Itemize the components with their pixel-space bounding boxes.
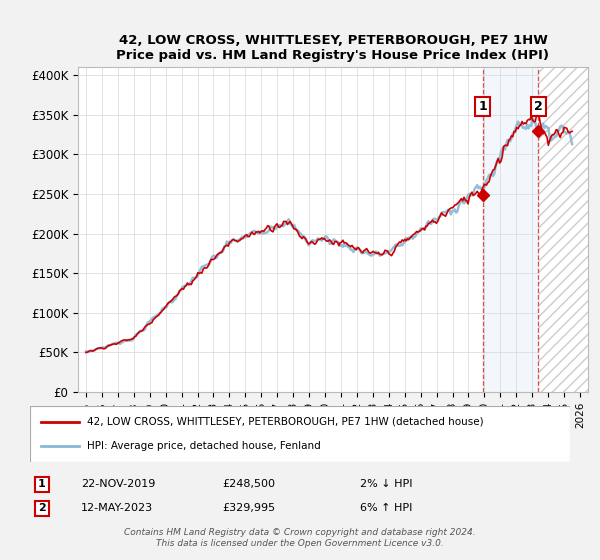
Bar [538, 67, 588, 392]
Text: Contains HM Land Registry data © Crown copyright and database right 2024.
This d: Contains HM Land Registry data © Crown c… [124, 528, 476, 548]
Text: 42, LOW CROSS, WHITTLESEY, PETERBOROUGH, PE7 1HW (detached house): 42, LOW CROSS, WHITTLESEY, PETERBOROUGH,… [86, 417, 484, 427]
Text: 12-MAY-2023: 12-MAY-2023 [81, 503, 153, 514]
Text: 2: 2 [534, 100, 542, 113]
Text: £248,500: £248,500 [222, 479, 275, 489]
Text: 1: 1 [38, 479, 46, 489]
Text: 2: 2 [38, 503, 46, 514]
Text: 22-NOV-2019: 22-NOV-2019 [81, 479, 155, 489]
Text: 1: 1 [478, 100, 487, 113]
Text: 6% ↑ HPI: 6% ↑ HPI [360, 503, 412, 514]
Text: 2% ↓ HPI: 2% ↓ HPI [360, 479, 413, 489]
Text: £329,995: £329,995 [222, 503, 275, 514]
Title: 42, LOW CROSS, WHITTLESEY, PETERBOROUGH, PE7 1HW
Price paid vs. HM Land Registry: 42, LOW CROSS, WHITTLESEY, PETERBOROUGH,… [116, 34, 550, 62]
Bar [483, 67, 538, 392]
Text: HPI: Average price, detached house, Fenland: HPI: Average price, detached house, Fenl… [86, 441, 320, 451]
